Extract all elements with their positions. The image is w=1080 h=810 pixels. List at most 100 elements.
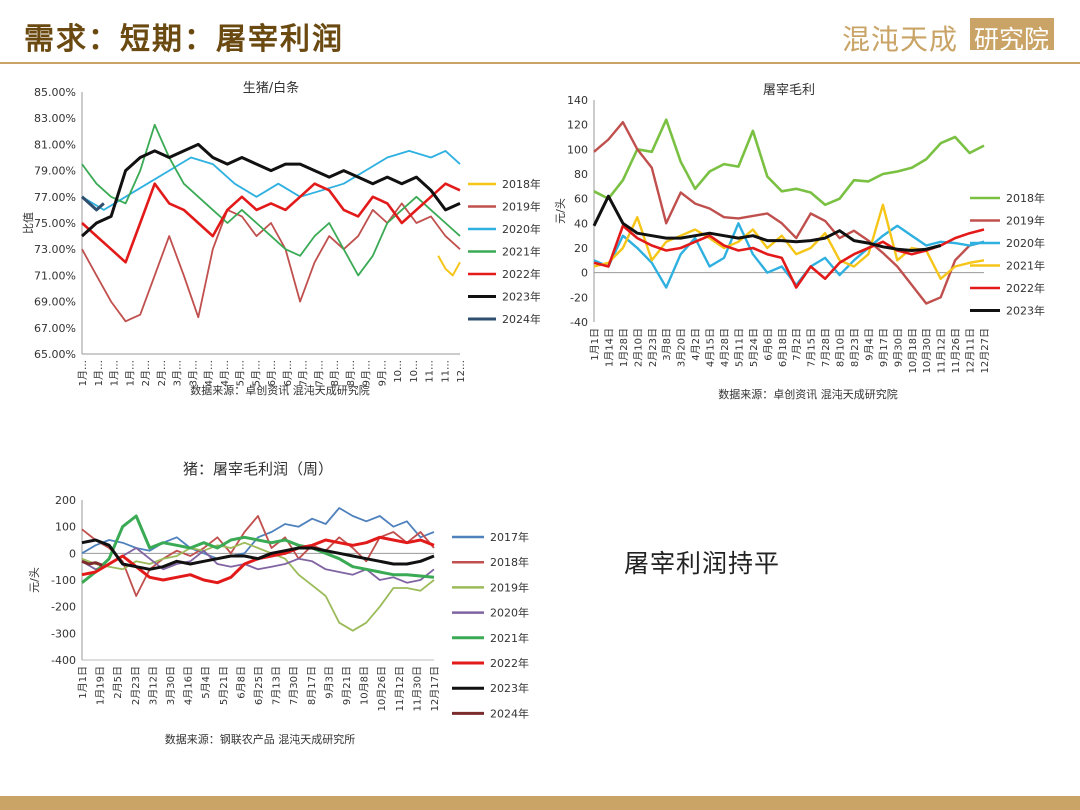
x-tick-label: 7月… (313, 360, 325, 386)
x-tick-label: 7月2日 (791, 328, 803, 361)
x-tick-label: 6月… (266, 360, 278, 386)
chart-source: 数据来源：卓创资讯 混沌天成研究院 (190, 383, 370, 397)
x-tick-label: 7月13日 (271, 666, 283, 705)
x-tick-label: 10月30日 (921, 328, 933, 373)
x-tick-label: 11月26日 (950, 328, 962, 373)
x-tick-label: 7月28日 (820, 328, 832, 367)
x-tick-label: 3月… (172, 360, 184, 386)
x-tick-label: 1月14日 (603, 328, 615, 367)
y-tick-label: -400 (51, 654, 76, 667)
y-tick-label: 67.00% (34, 322, 76, 335)
x-tick-label: 1月19日 (95, 666, 107, 705)
y-tick-label: 40 (574, 217, 588, 230)
x-tick-label: 1月28日 (618, 328, 630, 367)
legend-label: 2024年 (502, 312, 540, 326)
chart-weekly-margin: 猪：屠宰毛利润（周） -400 -300 -200 -100 0 100 200 1月1日 1月1… (28, 460, 529, 746)
series-line (81, 559, 103, 567)
y-tick-label: 20 (574, 242, 588, 255)
series-line (81, 150, 461, 211)
y-tick-label: 60 (574, 193, 588, 206)
y-tick-label: 75.00% (34, 217, 76, 230)
y-axis-label: 元/头 (28, 567, 41, 593)
chart-source: 数据来源：卓创资讯 混沌天成研究院 (718, 387, 898, 401)
legend-label: 2020年 (490, 606, 529, 620)
x-tick-label: 8月23日 (849, 328, 861, 367)
x-tick-label: 2月10日 (632, 328, 644, 367)
legend-label: 2017年 (490, 530, 529, 544)
legend-label: 2019年 (490, 580, 529, 594)
y-tick-label: 100 (55, 521, 76, 534)
y-tick-label: 0 (581, 267, 588, 280)
x-tick-label: 2月23日 (647, 328, 659, 367)
series-line (81, 123, 461, 277)
series-line (81, 507, 435, 560)
legend-label: 2021年 (1006, 259, 1045, 273)
page-title: 需求：短期：屠宰利润 (24, 22, 344, 57)
x-tick-label: 9月4日 (863, 328, 875, 361)
legend-label: 2023年 (1006, 304, 1045, 318)
x-tick-label: 5月24日 (748, 328, 760, 367)
legend-label: 2022年 (1006, 281, 1045, 295)
legend-label: 2018年 (1006, 191, 1045, 205)
x-tick-label: 5月… (250, 360, 262, 386)
y-tick-label: 71.00% (34, 269, 76, 282)
x-tick-label: 12月11日 (965, 328, 977, 373)
y-tick-label: 120 (567, 119, 588, 132)
x-tick-label: 4月2日 (690, 328, 702, 361)
x-tick-label: 3月30日 (165, 666, 177, 705)
series-line (81, 202, 461, 323)
chart-title: 猪：屠宰毛利润（周） (183, 460, 333, 478)
series-line (593, 224, 985, 289)
x-tick-label: 1月… (124, 360, 136, 386)
x-tick-label: 12月27日 (979, 328, 991, 373)
x-tick-label: 7月… (298, 360, 310, 386)
series-line (593, 121, 985, 305)
x-tick-label: 1月… (77, 360, 89, 386)
x-tick-label: 4月15日 (705, 328, 717, 367)
legend-label: 2018年 (502, 177, 540, 191)
x-tick-label: 11… (440, 360, 451, 383)
legend-label: 2022年 (490, 656, 529, 670)
x-tick-label: 3月… (187, 360, 199, 386)
x-tick-label: 5月… (235, 360, 247, 386)
legend-label: 2018年 (490, 555, 529, 569)
x-tick-label: 11月12日 (394, 666, 406, 711)
x-tick-label: 2月5日 (112, 666, 124, 699)
x-tick-label: 2月23日 (130, 666, 142, 705)
legend-label: 2019年 (502, 200, 540, 214)
series-line (593, 118, 985, 207)
y-tick-label: -20 (570, 291, 588, 304)
footer-bar (0, 796, 1080, 810)
x-tick-label: 8月… (345, 360, 357, 386)
x-tick-label: 5月21日 (218, 666, 230, 705)
y-tick-label: 85.00% (34, 86, 76, 99)
y-tick-label: 100 (567, 143, 588, 156)
x-tick-label: 2月… (156, 360, 168, 386)
brand-logo: 混沌天成 研究院 (842, 16, 1054, 56)
chart-slaughter-margin: 屠宰毛利 -40 -20 0 20 40 60 80 100 120 140 1月1日 1月14日 1月2… (554, 82, 1045, 401)
x-tick-label: 8月10日 (835, 328, 847, 367)
y-tick-label: 0 (69, 547, 76, 560)
y-tick-label: -300 (51, 627, 76, 640)
x-tick-label: 4月16日 (183, 666, 195, 705)
x-tick-label: 12… (456, 360, 467, 383)
series-line (81, 515, 435, 597)
x-tick-label: 10月26日 (376, 666, 388, 711)
logo-box: 研究院 (970, 18, 1054, 54)
series-line (81, 538, 435, 571)
x-tick-label: 3月20日 (676, 328, 688, 367)
x-tick-label: 11… (425, 360, 436, 383)
x-tick-label: 4月28日 (719, 328, 731, 367)
x-tick-label: 6月8日 (235, 666, 247, 699)
series-line (81, 547, 435, 584)
legend-label: 2019年 (1006, 214, 1045, 228)
x-tick-label: 7月15日 (806, 328, 818, 367)
x-tick-label: 6月18日 (777, 328, 789, 367)
legend-label: 2020年 (502, 222, 540, 236)
series-line (437, 255, 461, 277)
series-line (81, 182, 461, 264)
y-tick-label: 140 (567, 94, 588, 107)
y-tick-label: 200 (55, 494, 76, 507)
x-tick-label: 5月4日 (200, 666, 212, 699)
legend-label: 2024年 (490, 706, 529, 720)
